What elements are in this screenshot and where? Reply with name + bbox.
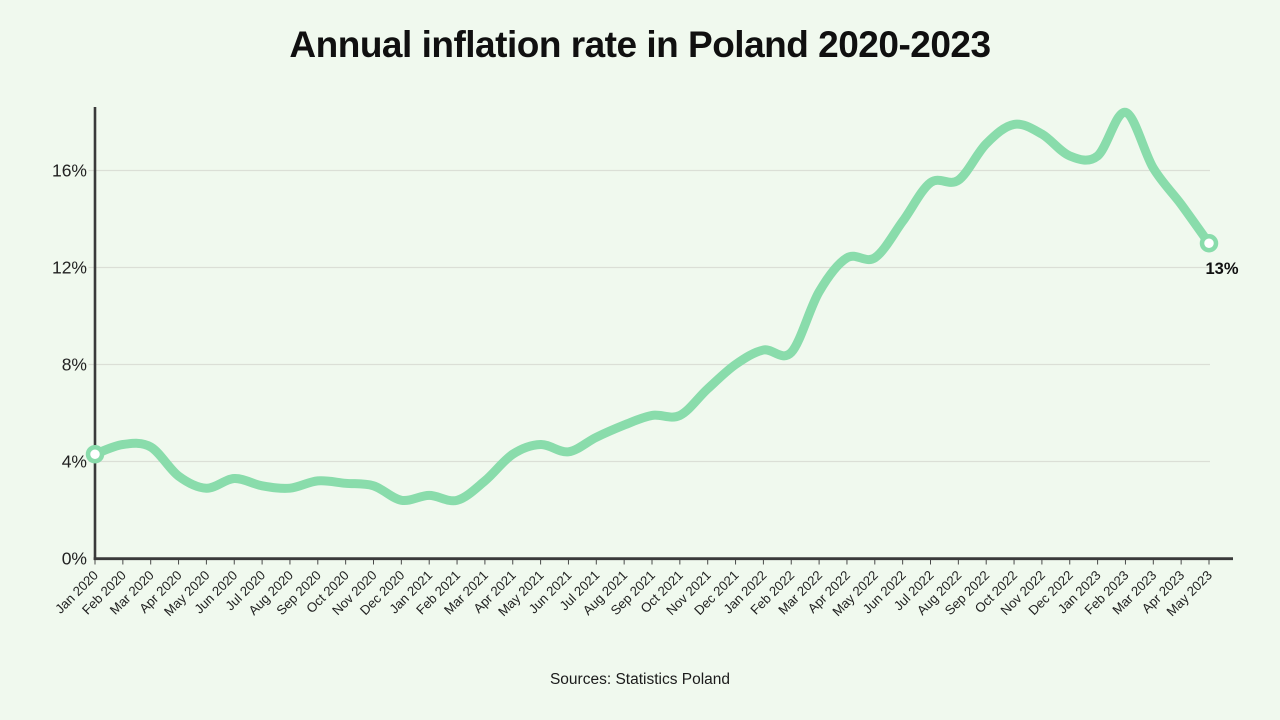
- y-tick-label: 4%: [62, 452, 87, 472]
- y-tick-label: 8%: [62, 355, 87, 375]
- first-point-marker: [85, 444, 105, 464]
- last-point-marker: [1199, 234, 1219, 253]
- source-caption: Sources: Statistics Poland: [549, 671, 731, 688]
- end-value-label: 13%: [1205, 260, 1239, 278]
- y-tick-label: 12%: [52, 258, 87, 278]
- inflation-line: [90, 107, 1214, 506]
- y-tick-label: 0%: [62, 549, 87, 569]
- y-tick-label: 16%: [52, 161, 87, 181]
- chart-title: Annual inflation rate in Poland 2020-202…: [289, 24, 991, 65]
